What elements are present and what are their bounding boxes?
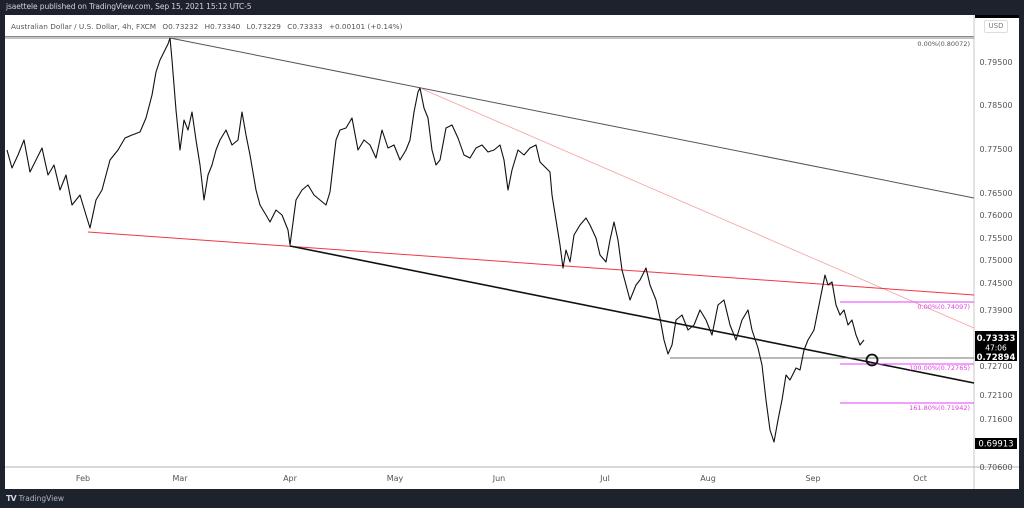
price-tick-label: 0.75000 <box>979 256 1012 265</box>
price-tick-label: 0.74500 <box>979 279 1012 288</box>
time-tick-label: May <box>387 474 404 483</box>
price-tick-label: 0.76500 <box>979 189 1012 198</box>
chart-frame[interactable] <box>5 15 1019 489</box>
top-axis-badge <box>975 15 1019 18</box>
current-price-value: 0.73333 <box>977 334 1016 344</box>
symbol-legend: Australian Dollar / U.S. Dollar, 4h, FXC… <box>5 17 974 37</box>
price-tick-label: 0.78500 <box>979 101 1012 110</box>
time-tick-label: Oct <box>913 474 927 483</box>
top-hline-label: 0.00%(0.80072) <box>917 40 970 48</box>
price-tick-label: 0.71600 <box>979 415 1012 424</box>
ohlc-high: H0.73340 <box>204 22 241 31</box>
currency-badge[interactable]: USD <box>984 20 1008 33</box>
low-price-value: 0.69913 <box>978 440 1013 450</box>
time-tick-label: Feb <box>76 474 90 483</box>
current-price-badge <box>975 331 1017 361</box>
ohlc-low: L0.73229 <box>246 22 281 31</box>
ohlc-close: C0.73333 <box>287 22 323 31</box>
level-price-value: 0.72894 <box>977 353 1016 363</box>
price-series <box>6 37 865 443</box>
price-tick-label: 0.76000 <box>979 211 1012 220</box>
price-tick-label: 0.73900 <box>979 306 1012 315</box>
upper-trendline[interactable] <box>169 37 975 199</box>
low-price-badge <box>975 438 1017 449</box>
red-trendline[interactable] <box>87 231 975 296</box>
fib-161-label: 161.80%(0.71942) <box>909 404 970 412</box>
bar-countdown: 47:06 <box>985 344 1007 353</box>
tradingview-logo[interactable]: TV TradingView <box>6 494 64 503</box>
ohlc-open: O0.73232 <box>162 22 199 31</box>
fib-100-label: 100.00%(0.72765) <box>909 364 970 372</box>
time-axis[interactable]: Feb Mar Apr May Jun Jul Aug Sep Oct <box>76 474 927 483</box>
price-tick-label: 0.72100 <box>979 391 1012 400</box>
publish-line: jsaettele published on TradingView.com, … <box>6 2 252 11</box>
intersection-circle-marker[interactable] <box>865 353 879 367</box>
time-tick-label: Jul <box>599 474 610 483</box>
tradingview-mark-icon: TV <box>6 494 17 503</box>
price-tick-label: 0.70600 <box>979 463 1012 472</box>
price-tick-label: 0.77500 <box>979 145 1012 154</box>
tradingview-brand: TradingView <box>18 494 64 503</box>
price-tick-label: 0.72700 <box>979 362 1012 371</box>
time-tick-label: Jun <box>492 474 506 483</box>
ohlc-change: +0.00101 (+0.14%) <box>328 22 403 31</box>
time-tick-label: Mar <box>172 474 188 483</box>
price-tick-label: 0.79500 <box>979 58 1012 67</box>
price-axis[interactable]: 0.79500 0.78500 0.77500 0.76500 0.76000 0.755… <box>979 58 1012 472</box>
lower-channel-line[interactable] <box>289 245 975 384</box>
price-tick-label: 0.75500 <box>979 234 1012 243</box>
time-tick-label: Aug <box>700 474 716 483</box>
time-tick-label: Sep <box>805 474 820 483</box>
dotted-red-trendline[interactable] <box>419 87 975 329</box>
symbol-name: Australian Dollar / U.S. Dollar, 4h, FXC… <box>11 22 157 31</box>
fib-0-label: 0.00%(0.74097) <box>917 303 970 311</box>
time-tick-label: Apr <box>283 474 298 483</box>
